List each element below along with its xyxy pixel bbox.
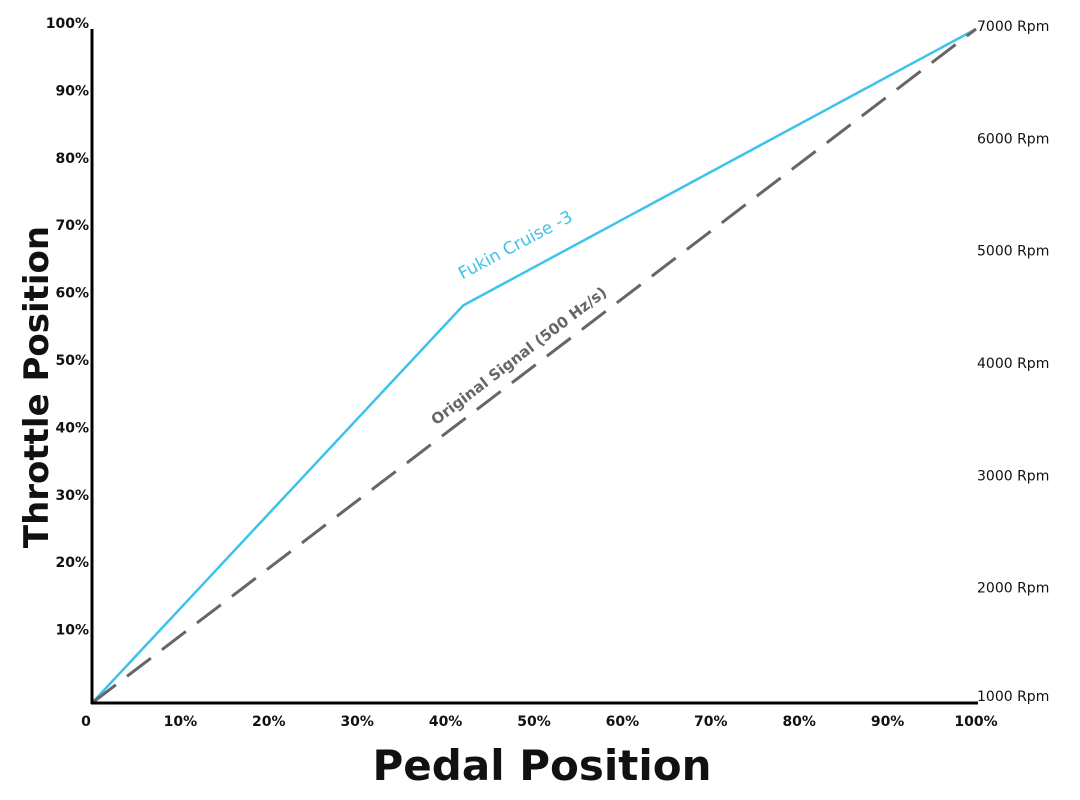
x-tick-label: 80% bbox=[782, 714, 816, 730]
x-tick-label: 30% bbox=[340, 714, 374, 730]
y-axis-title: Throttle Position bbox=[17, 226, 57, 548]
x-axis-ticks: 0 10% 20% 30% 40% 50% 60% 70% 80% 90% 100% bbox=[81, 714, 998, 730]
y-tick-label: 30% bbox=[55, 488, 89, 504]
x-tick-label: 0 bbox=[81, 714, 91, 730]
y2-tick-label: 2000 Rpm bbox=[977, 581, 1049, 597]
y-tick-label: 100% bbox=[46, 16, 89, 32]
x-tick-label: 70% bbox=[694, 714, 728, 730]
series-line-1 bbox=[91, 27, 977, 705]
x-tick-label: 40% bbox=[429, 714, 463, 730]
y-tick-label: 60% bbox=[55, 286, 89, 302]
x-tick-label: 50% bbox=[517, 714, 551, 730]
x-tick-label: 10% bbox=[164, 714, 198, 730]
y-tick-label: 90% bbox=[55, 83, 89, 99]
y-tick-label: 40% bbox=[55, 420, 89, 436]
series-lines bbox=[91, 27, 977, 705]
y2-tick-label: 1000 Rpm bbox=[977, 689, 1049, 705]
y-tick-label: 80% bbox=[55, 151, 89, 167]
y-tick-label: 10% bbox=[55, 623, 89, 639]
y-tick-label: 70% bbox=[55, 218, 89, 234]
series-line-0 bbox=[91, 27, 977, 704]
y2-tick-label: 6000 Rpm bbox=[977, 131, 1049, 147]
y-axis-ticks: 10% 20% 30% 40% 50% 60% 70% 80% 90% 100% bbox=[46, 16, 89, 639]
x-tick-label: 90% bbox=[871, 714, 905, 730]
y2-tick-label: 3000 Rpm bbox=[977, 468, 1049, 484]
x-tick-label: 20% bbox=[252, 714, 286, 730]
x-tick-label: 60% bbox=[606, 714, 640, 730]
y2-tick-label: 7000 Rpm bbox=[977, 19, 1049, 35]
series-label-fukin-cruise: Fukin Cruise -3 bbox=[455, 207, 576, 284]
y2-axis-ticks: 1000 Rpm 2000 Rpm 3000 Rpm 4000 Rpm 5000 Rpm… bbox=[977, 19, 1049, 705]
y2-tick-label: 5000 Rpm bbox=[977, 244, 1049, 260]
x-tick-label: 100% bbox=[954, 714, 997, 730]
y-tick-label: 20% bbox=[55, 555, 89, 571]
x-axis-title: Pedal Position bbox=[373, 741, 712, 790]
series-label-original-signal: Original Signal (500 Hz/s) bbox=[428, 283, 611, 429]
y-tick-label: 50% bbox=[55, 353, 89, 369]
y2-tick-label: 4000 Rpm bbox=[977, 356, 1049, 372]
